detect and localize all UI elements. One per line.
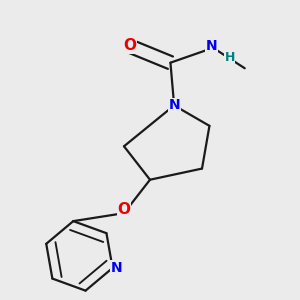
Text: N: N <box>206 39 217 53</box>
Text: H: H <box>225 51 235 64</box>
Text: N: N <box>110 261 122 275</box>
Text: O: O <box>123 38 136 53</box>
Text: O: O <box>118 202 130 217</box>
Text: N: N <box>168 98 180 112</box>
